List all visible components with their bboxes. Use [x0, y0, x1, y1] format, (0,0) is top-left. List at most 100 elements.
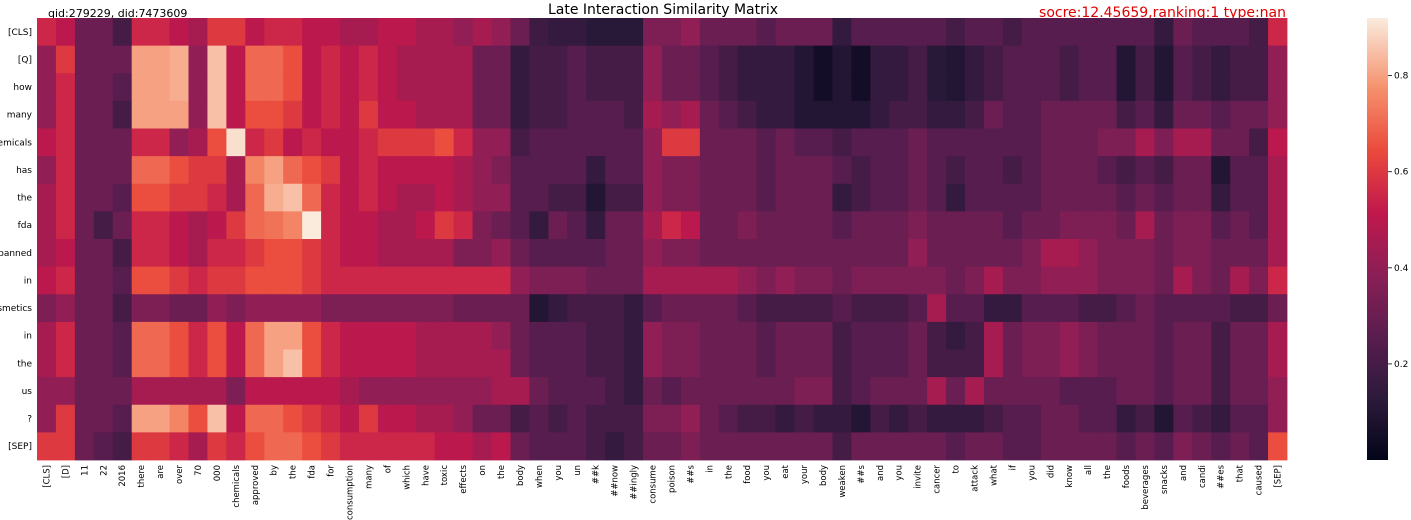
heatmap-cell — [453, 377, 474, 406]
heatmap-cell — [1135, 294, 1155, 323]
heatmap-cell — [1154, 432, 1174, 461]
heatmap-cell — [245, 349, 265, 378]
heatmap-cell — [1230, 266, 1250, 295]
heatmap-cell — [1230, 321, 1250, 350]
heatmap-cell — [340, 100, 360, 129]
heatmap-cell — [340, 156, 360, 185]
heatmap-cell — [415, 432, 436, 461]
heatmap-cell — [718, 211, 739, 240]
heatmap-cell — [1268, 18, 1288, 47]
heatmap-cell — [415, 73, 436, 102]
heatmap-cell — [1173, 45, 1193, 74]
heatmap-cell — [321, 239, 341, 268]
heatmap-cell — [1135, 18, 1155, 47]
heatmap-cell — [321, 294, 341, 323]
heatmap-cell — [927, 349, 947, 378]
heatmap-cell — [169, 404, 189, 433]
heatmap-cell — [1078, 239, 1099, 268]
heatmap-cell — [775, 404, 795, 433]
heatmap-cell — [662, 349, 682, 378]
heatmap-cell — [453, 349, 474, 378]
heatmap-cell — [55, 432, 76, 461]
heatmap-cell — [718, 18, 739, 47]
heatmap-cell — [1059, 239, 1080, 268]
heatmap-cell — [832, 100, 852, 129]
heatmap-cell — [226, 45, 246, 74]
heatmap-cell — [965, 45, 985, 74]
heatmap-cell — [340, 432, 360, 461]
heatmap-cell — [851, 73, 871, 102]
heatmap-cell — [1135, 100, 1155, 129]
heatmap-cell — [605, 73, 625, 102]
heatmap-cell — [662, 377, 682, 406]
heatmap-cell — [548, 321, 568, 350]
heatmap-cell — [794, 321, 814, 350]
heatmap-cell — [415, 266, 436, 295]
heatmap-cell — [1268, 404, 1288, 433]
heatmap-cell — [245, 18, 265, 47]
heatmap-cell — [1040, 211, 1061, 240]
heatmap-cell — [1173, 211, 1193, 240]
heatmap-cell — [491, 377, 511, 406]
heatmap-cell — [1021, 404, 1042, 433]
heatmap-cell — [1154, 18, 1174, 47]
heatmap-cell — [491, 100, 511, 129]
score-ranking-label: socre:12.45659,ranking:1 type:nan — [1039, 5, 1286, 21]
heatmap-cell — [321, 183, 341, 212]
heatmap-cell — [74, 432, 95, 461]
heatmap-cell — [112, 100, 133, 129]
heatmap-cell — [946, 156, 966, 185]
y-token-label: ? — [27, 415, 32, 425]
heatmap-cell — [680, 432, 701, 461]
y-token-label: in — [24, 332, 32, 342]
heatmap-cell — [1173, 266, 1193, 295]
x-token-label: attack — [971, 465, 981, 492]
heatmap-cell — [472, 156, 492, 185]
heatmap-cell — [567, 321, 587, 350]
x-token-label: invite — [914, 465, 924, 489]
heatmap-cell — [1211, 100, 1231, 129]
heatmap-cell — [1249, 156, 1269, 185]
heatmap-cell — [1268, 239, 1288, 268]
heatmap-cell — [965, 321, 985, 350]
heatmap-cell — [529, 266, 549, 295]
heatmap-cell — [624, 156, 644, 185]
x-token-label: you — [1027, 465, 1037, 481]
heatmap-cell — [226, 377, 246, 406]
heatmap-cell — [624, 432, 644, 461]
heatmap-cell — [510, 73, 530, 102]
heatmap-cell — [775, 294, 795, 323]
heatmap-cell — [207, 45, 227, 74]
heatmap-cell — [908, 432, 928, 461]
heatmap-cell — [1097, 18, 1117, 47]
heatmap-cell — [472, 211, 492, 240]
y-token-label: many — [7, 111, 33, 121]
heatmap-cell — [226, 266, 246, 295]
heatmap-cell — [548, 100, 568, 129]
query-doc-ids: qid:279229, did:7473609 — [48, 7, 187, 20]
heatmap-cell — [567, 45, 587, 74]
heatmap-cell — [510, 45, 530, 74]
heatmap-cell — [1040, 128, 1061, 157]
heatmap-cell — [1268, 321, 1288, 350]
heatmap-cell — [264, 294, 284, 323]
heatmap-cell — [718, 156, 739, 185]
heatmap-cell — [55, 183, 76, 212]
heatmap-cell — [1021, 128, 1042, 157]
heatmap-cell — [965, 128, 985, 157]
heatmap-cell — [548, 128, 568, 157]
heatmap-cell — [510, 432, 530, 461]
heatmap-cell — [586, 45, 606, 74]
heatmap-cell — [794, 156, 814, 185]
heatmap-cell — [1040, 156, 1061, 185]
heatmap-cell — [1021, 183, 1042, 212]
heatmap-cell — [510, 294, 530, 323]
heatmap-cell — [415, 100, 436, 129]
heatmap-cell — [851, 156, 871, 185]
heatmap-cell — [624, 45, 644, 74]
heatmap-cell — [302, 183, 322, 212]
heatmap-cell — [112, 239, 133, 268]
heatmap-cell — [699, 128, 720, 157]
heatmap-cell — [340, 377, 360, 406]
heatmap-cell — [169, 100, 189, 129]
